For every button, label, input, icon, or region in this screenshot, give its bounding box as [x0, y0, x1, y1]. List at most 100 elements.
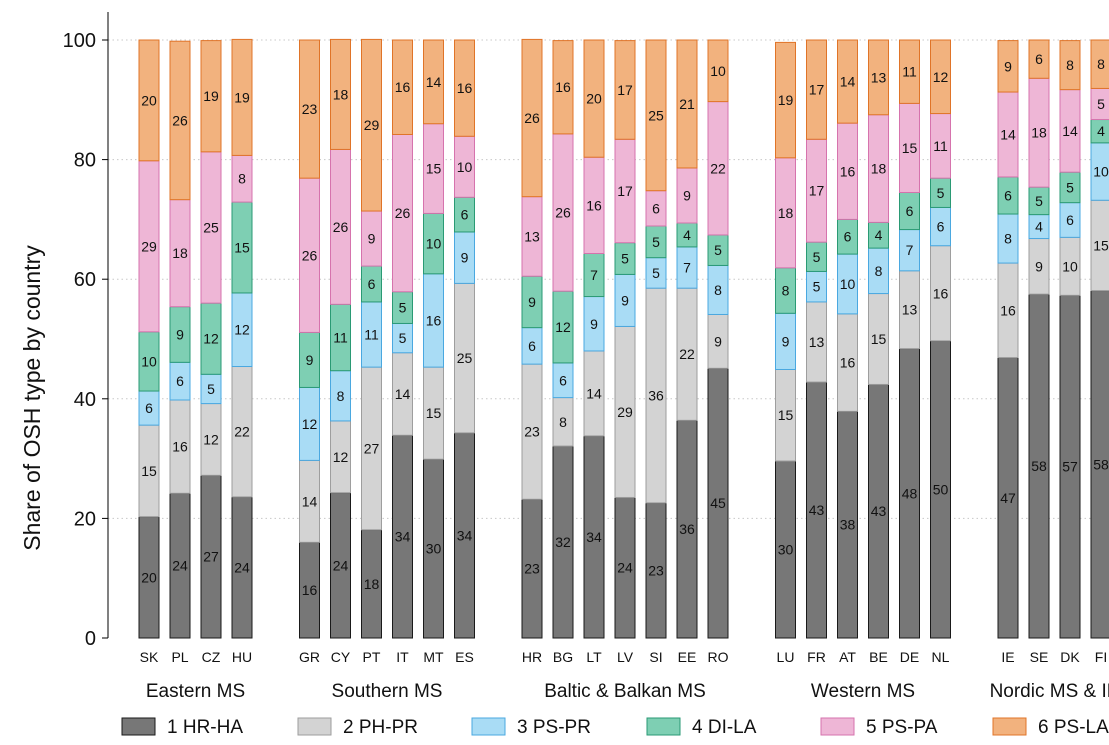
segment-label: 5: [1035, 193, 1043, 209]
segment-label: 7: [683, 260, 691, 276]
segment-label: 11: [333, 330, 348, 346]
segment-label: 15: [234, 240, 250, 256]
x-axis: SK PL CZ HU GR CY PT IT MT ES HR BG LT LV SI EE RO LU FR AT…: [140, 649, 1109, 702]
segment-label: 4: [1035, 219, 1043, 235]
segment-label: 9: [176, 327, 184, 343]
x-tick-label: DK: [1060, 649, 1080, 665]
x-tick-label: AT: [839, 649, 856, 665]
segment-label: 48: [902, 485, 918, 501]
x-tick-label: LV: [617, 649, 634, 665]
bar-segment: [138, 39, 160, 162]
segment-label: 22: [234, 424, 250, 440]
x-tick-label: CZ: [202, 649, 221, 665]
group-label: Western MS: [811, 681, 915, 702]
bar-segment: [676, 39, 698, 169]
bar-segment: [645, 39, 667, 192]
x-tick-label: HR: [522, 649, 542, 665]
x-tick-label: RO: [708, 649, 729, 665]
segment-label: 18: [364, 576, 380, 592]
bar-segment: [1090, 39, 1109, 89]
y-tick-label: 100: [63, 30, 96, 52]
segment-labels: 20 15 6 10 29 20 24 16 6 9 18 26 27 12 5 12 25 19 24 22 12 15…: [141, 51, 1109, 598]
bar-segment: [454, 39, 475, 137]
x-tick-label: ES: [455, 649, 474, 665]
legend-swatch: [646, 717, 681, 736]
group-label: Baltic & Balkan MS: [544, 681, 706, 702]
segment-label: 29: [617, 404, 633, 420]
segment-label: 5: [652, 234, 660, 250]
segment-label: 7: [590, 267, 598, 283]
x-tick-label: BE: [869, 649, 888, 665]
segment-label: 12: [933, 69, 949, 85]
bar-segment: [361, 38, 382, 212]
segment-label: 11: [364, 327, 379, 343]
segment-label: 27: [203, 549, 219, 565]
segment-label: 58: [1093, 456, 1109, 472]
segment-label: 5: [813, 279, 821, 295]
segment-label: 11: [933, 138, 948, 154]
segment-label: 14: [426, 74, 442, 90]
segment-label: 6: [1035, 51, 1043, 67]
segment-label: 16: [426, 312, 442, 328]
segment-label: 5: [399, 330, 407, 346]
segment-label: 9: [590, 316, 598, 332]
segment-label: 26: [333, 219, 349, 235]
segment-label: 36: [679, 521, 695, 537]
legend-label: 3 PS-PR: [517, 717, 591, 738]
segment-label: 4: [1097, 123, 1105, 139]
segment-label: 15: [141, 463, 157, 479]
bar-segment: [930, 39, 951, 115]
segment-label: 16: [302, 582, 318, 598]
segment-label: 15: [778, 407, 794, 423]
segment-label: 10: [141, 353, 157, 369]
segment-label: 5: [1097, 96, 1105, 112]
segment-label: 32: [555, 534, 571, 550]
segment-label: 17: [617, 183, 633, 199]
segment-label: 9: [683, 187, 691, 203]
segment-label: 16: [555, 79, 571, 95]
segment-label: 8: [238, 171, 246, 187]
segment-label: 14: [840, 74, 856, 90]
segment-label: 15: [871, 331, 887, 347]
bar-segment: [614, 40, 636, 140]
x-tick-label: SK: [140, 649, 159, 665]
segment-label: 20: [141, 569, 157, 585]
bar-segment: [299, 39, 320, 179]
segment-label: 25: [203, 219, 219, 235]
x-tick-label: BG: [553, 649, 573, 665]
x-tick-label: FI: [1095, 649, 1107, 665]
segment-label: 26: [395, 205, 411, 221]
segment-label: 26: [172, 112, 188, 128]
x-tick-label: IT: [396, 649, 409, 665]
segment-label: 8: [1004, 231, 1012, 247]
segment-label: 4: [875, 227, 883, 243]
segment-label: 6: [844, 229, 852, 245]
y-tick-label: 0: [85, 628, 96, 650]
segment-label: 25: [648, 107, 664, 123]
x-tick-label: PT: [363, 649, 381, 665]
segment-label: 17: [809, 183, 825, 199]
segment-label: 57: [1062, 459, 1078, 475]
segment-label: 10: [840, 276, 856, 292]
x-tick-label: DE: [900, 649, 919, 665]
segment-label: 6: [368, 276, 376, 292]
x-tick-label: SE: [1030, 649, 1049, 665]
segment-label: 12: [555, 319, 571, 335]
segment-label: 23: [524, 424, 540, 440]
segment-label: 34: [457, 527, 473, 543]
segment-label: 24: [234, 559, 250, 575]
segment-label: 9: [621, 292, 629, 308]
segment-label: 23: [648, 562, 664, 578]
segment-label: 16: [1000, 302, 1016, 318]
x-tick-label: MT: [423, 649, 444, 665]
segment-label: 26: [524, 110, 540, 126]
segment-label: 15: [902, 140, 918, 156]
segment-label: 5: [399, 300, 407, 316]
bar-segment: [330, 38, 351, 150]
segment-label: 50: [933, 481, 949, 497]
legend-swatch: [992, 717, 1027, 736]
segment-label: 10: [1062, 258, 1078, 274]
y-tick-label: 60: [74, 269, 96, 291]
segment-label: 43: [871, 503, 887, 519]
